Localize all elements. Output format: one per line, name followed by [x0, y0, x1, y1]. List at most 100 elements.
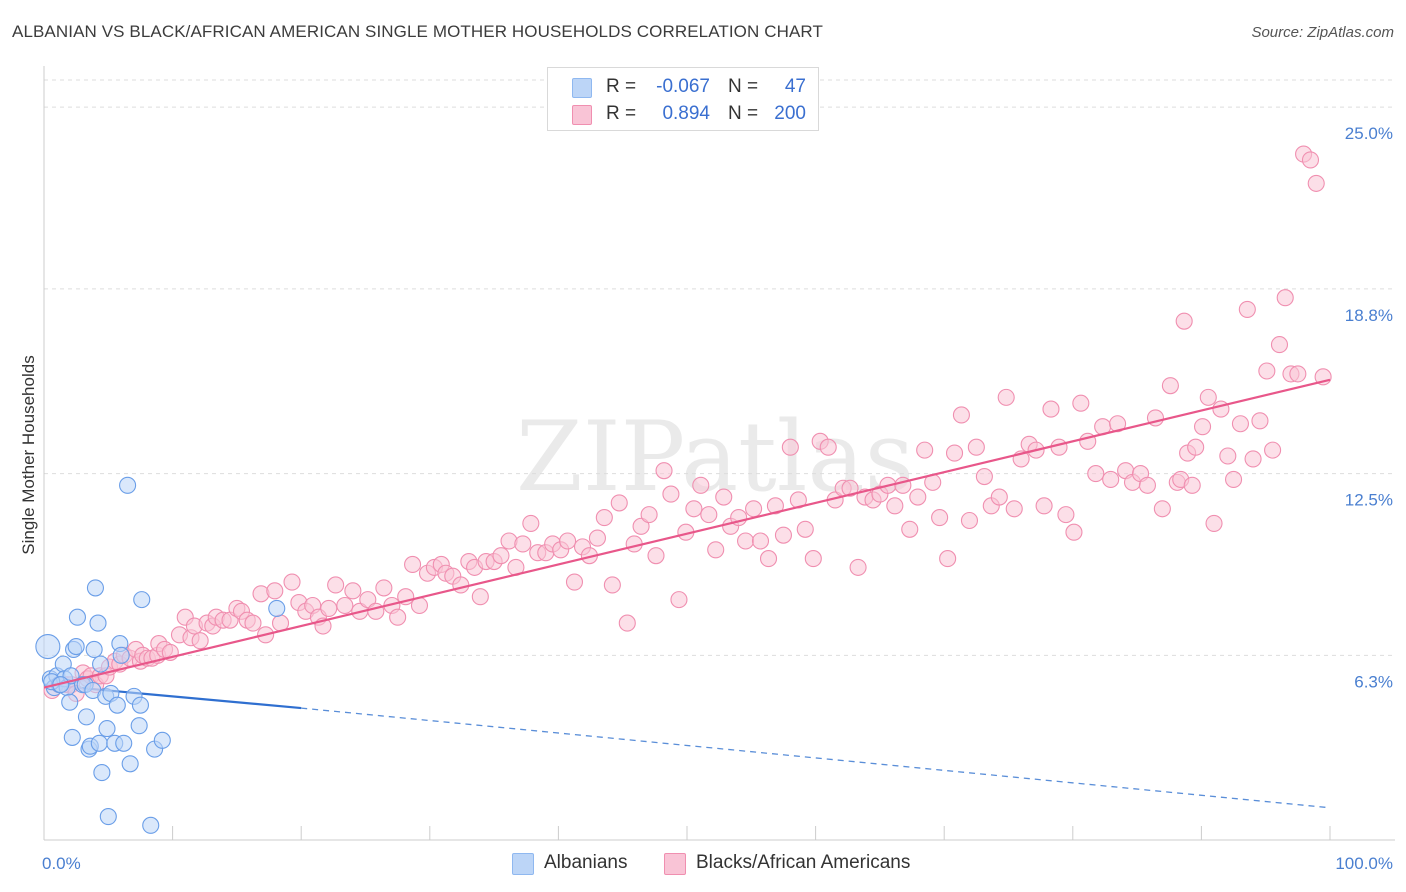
blacks-point: [685, 500, 703, 518]
blacks-point: [389, 608, 407, 626]
legend-swatch-albanians: [572, 78, 592, 98]
blacks-point: [781, 438, 799, 456]
blacks-point: [819, 438, 837, 456]
tick-labels: 6.3% 12.5% 18.8% 25.0% 0.0% 100.0%: [42, 124, 1393, 873]
x-tick-label-max: 100.0%: [1335, 854, 1393, 873]
watermark: ZIPatlas: [516, 401, 914, 513]
bottom-legend-swatch-blacks: [664, 853, 686, 875]
blacks-point: [1193, 418, 1212, 436]
legend-n-label: N =: [728, 103, 759, 124]
blacks-point: [595, 509, 613, 527]
albanians-point: [133, 591, 151, 609]
blacks-point: [745, 500, 763, 518]
blacks-point: [952, 406, 970, 424]
blacks-point: [492, 547, 510, 565]
blacks-trend-line: [43, 378, 1331, 689]
albanians-point: [119, 476, 137, 494]
legend-n-value: 200: [774, 103, 806, 124]
blacks-point: [967, 438, 985, 456]
blacks-point: [975, 467, 993, 486]
blacks-point: [1205, 514, 1223, 532]
blacks-point: [990, 488, 1008, 506]
albanians-point: [89, 614, 107, 632]
blacks-point: [1057, 506, 1075, 524]
legend-row-blacks: R = 0.894 N = 200: [548, 101, 818, 127]
blacks-point: [1231, 415, 1249, 433]
blacks-point: [1264, 441, 1282, 459]
albanians-point: [112, 646, 130, 664]
chart-title: ALBANIAN VS BLACK/AFRICAN AMERICAN SINGL…: [12, 22, 823, 41]
blacks-point: [1035, 497, 1053, 515]
blacks-point: [796, 520, 814, 538]
blacks-point: [737, 532, 755, 550]
albanians-point: [153, 731, 171, 749]
blacks-point: [514, 535, 532, 553]
blacks-point: [559, 532, 577, 550]
blacks-point: [1289, 365, 1307, 383]
blacks-point: [1276, 289, 1294, 307]
blacks-point: [320, 599, 338, 617]
blacks-point: [500, 532, 518, 550]
albanians-point: [86, 579, 104, 597]
y-axis-label: Single Mother Households: [19, 355, 38, 554]
blacks-point: [452, 576, 470, 594]
gridlines: [44, 79, 1395, 656]
blacks-point: [244, 614, 262, 632]
blacks-point: [1270, 336, 1289, 354]
blacks-point: [931, 509, 949, 527]
blacks-point: [1183, 476, 1201, 494]
blacks-point: [774, 526, 793, 544]
blacks-point: [945, 444, 964, 462]
blacks-point: [1042, 400, 1060, 418]
blacks-point: [960, 511, 979, 530]
albanians-point: [68, 608, 86, 626]
axes: [43, 66, 1395, 841]
blacks-point: [997, 388, 1015, 406]
blacks-point: [1258, 362, 1276, 380]
blacks-point: [1072, 394, 1090, 412]
blacks-point: [804, 550, 822, 568]
albanians-point: [67, 637, 85, 656]
blacks-point: [751, 532, 770, 550]
source-credit: Source: ZipAtlas.com: [1251, 24, 1394, 41]
blacks-point: [1307, 174, 1325, 192]
blacks-point: [640, 506, 658, 524]
blacks-point: [283, 573, 301, 591]
blacks-point: [655, 462, 673, 480]
albanians-point: [93, 764, 111, 782]
blacks-point: [359, 591, 377, 609]
albanians-point: [142, 816, 160, 834]
blacks-point: [1187, 438, 1205, 456]
blacks-point: [1050, 438, 1068, 456]
blacks-point: [618, 614, 636, 632]
blacks-point: [715, 488, 733, 506]
blacks-point: [759, 550, 778, 568]
blacks-point: [939, 550, 957, 568]
blacks-points: [43, 145, 1332, 702]
blacks-point: [336, 596, 354, 615]
blacks-point: [603, 576, 621, 594]
blacks-trendline: [43, 378, 1331, 689]
blacks-point: [670, 591, 688, 609]
albanians-point: [115, 734, 133, 752]
legend-r-value: 0.894: [662, 103, 710, 124]
legend-r-value: -0.067: [656, 76, 710, 97]
blacks-point: [700, 506, 718, 524]
blacks-point: [1005, 500, 1023, 518]
albanians-point: [131, 696, 149, 714]
blacks-point: [327, 576, 345, 594]
legend-n-value: 47: [784, 76, 806, 97]
albanians-point: [121, 755, 139, 773]
legend-r-label: R =: [606, 76, 637, 97]
blacks-point: [1301, 151, 1320, 169]
blacks-point: [471, 588, 489, 606]
albanians-point: [90, 734, 108, 752]
albanians-point: [268, 599, 286, 617]
blacks-point: [1087, 465, 1105, 483]
albanians-point: [35, 633, 61, 660]
x-tick-label-min: 0.0%: [42, 854, 81, 873]
y-tick-label: 6.3%: [1354, 672, 1393, 691]
blacks-point: [522, 514, 540, 532]
blacks-point: [1225, 470, 1243, 489]
